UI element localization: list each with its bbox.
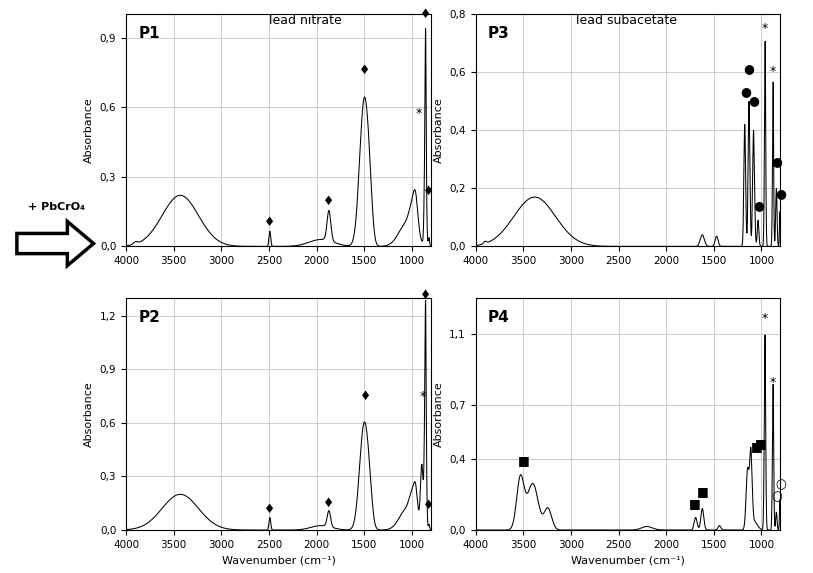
Text: *: * bbox=[770, 376, 776, 389]
Text: ♦: ♦ bbox=[264, 216, 276, 229]
Text: lead subacetate: lead subacetate bbox=[576, 14, 676, 28]
Text: *: * bbox=[420, 390, 425, 403]
Text: ●: ● bbox=[740, 85, 750, 99]
Text: ●: ● bbox=[748, 94, 759, 107]
Text: ●: ● bbox=[775, 187, 786, 200]
FancyArrow shape bbox=[17, 222, 93, 266]
Text: ♦: ♦ bbox=[324, 195, 335, 208]
Text: ○: ○ bbox=[775, 478, 786, 490]
Text: *: * bbox=[762, 22, 768, 34]
Text: *: * bbox=[415, 107, 422, 120]
Text: ■: ■ bbox=[519, 454, 530, 468]
Text: ♦: ♦ bbox=[264, 503, 276, 516]
X-axis label: Wavenumber (cm⁻¹): Wavenumber (cm⁻¹) bbox=[221, 555, 336, 566]
X-axis label: Wavenumber (cm⁻¹): Wavenumber (cm⁻¹) bbox=[571, 555, 685, 566]
Text: ■: ■ bbox=[689, 497, 701, 511]
Text: P4: P4 bbox=[488, 309, 510, 324]
Text: P3: P3 bbox=[488, 26, 510, 41]
Text: ■: ■ bbox=[754, 437, 767, 450]
Text: P2: P2 bbox=[138, 309, 160, 324]
Y-axis label: Absorbance: Absorbance bbox=[434, 97, 444, 163]
Text: ♦: ♦ bbox=[424, 499, 435, 512]
Text: *: * bbox=[770, 65, 776, 78]
Text: lead nitrate: lead nitrate bbox=[268, 14, 341, 28]
Text: *: * bbox=[762, 312, 768, 325]
Y-axis label: Absorbance: Absorbance bbox=[433, 381, 444, 447]
Text: ●: ● bbox=[744, 62, 754, 75]
Text: P1: P1 bbox=[138, 26, 160, 41]
Text: ♦: ♦ bbox=[359, 390, 371, 403]
Text: ●: ● bbox=[772, 155, 782, 168]
Y-axis label: Absorbance: Absorbance bbox=[84, 381, 94, 447]
Text: ♦: ♦ bbox=[420, 289, 431, 301]
Text: ♦: ♦ bbox=[420, 8, 431, 21]
Text: ■: ■ bbox=[697, 485, 708, 498]
Text: ○: ○ bbox=[772, 490, 782, 503]
Text: ●: ● bbox=[753, 199, 764, 211]
Text: ♦: ♦ bbox=[324, 497, 335, 511]
Text: ♦: ♦ bbox=[424, 185, 435, 198]
Text: ♦: ♦ bbox=[359, 64, 370, 77]
Y-axis label: Absorbance: Absorbance bbox=[85, 97, 94, 163]
Text: + PbCrO₄: + PbCrO₄ bbox=[28, 202, 85, 212]
Text: ■: ■ bbox=[750, 440, 763, 453]
